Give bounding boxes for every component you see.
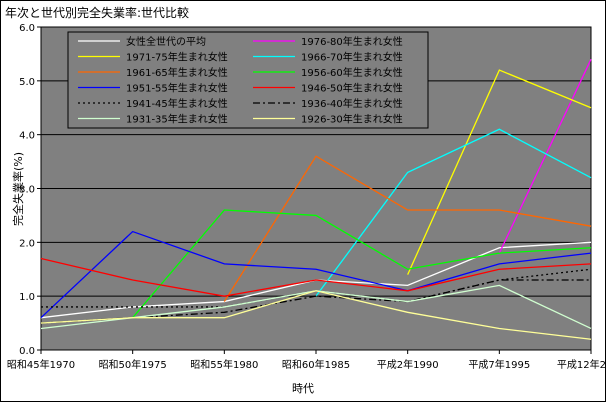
series-line bbox=[407, 69, 592, 275]
x-tick-label: 平成12年2000 bbox=[557, 358, 606, 371]
legend-label: 1976-80年生まれ女性 bbox=[301, 35, 403, 48]
x-axis-label: 時代 bbox=[292, 382, 314, 395]
series-line bbox=[223, 155, 592, 302]
legend-label: 1936-40年生まれ女性 bbox=[301, 97, 403, 110]
x-tick-label: 平成7年1995 bbox=[468, 358, 530, 371]
y-tick-label: 2.0 bbox=[19, 238, 35, 249]
legend-label: 女性全世代の平均 bbox=[126, 35, 206, 48]
legend-label: 1971-75年生まれ女性 bbox=[126, 51, 228, 64]
legend-label: 1941-45年生まれ女性 bbox=[126, 97, 228, 110]
y-tick-label: 0.0 bbox=[19, 346, 35, 357]
legend-label: 1926-30年生まれ女性 bbox=[301, 113, 403, 126]
x-tick-label: 昭和60年1985 bbox=[282, 358, 350, 371]
series-line bbox=[40, 290, 592, 340]
series-line bbox=[132, 209, 592, 319]
legend-label: 1946-50年生まれ女性 bbox=[301, 82, 403, 95]
y-tick-label: 1.0 bbox=[19, 292, 35, 303]
legend bbox=[67, 31, 429, 129]
x-tick-label: 平成2年1990 bbox=[377, 358, 439, 371]
series-line bbox=[315, 128, 592, 297]
series-line bbox=[498, 59, 592, 254]
legend-label: 1951-55年生まれ女性 bbox=[126, 82, 228, 95]
x-tick-label: 昭和50年1975 bbox=[99, 358, 167, 371]
legend-label: 1931-35年生まれ女性 bbox=[126, 113, 228, 126]
series-line bbox=[40, 230, 592, 319]
legend-label: 1961-65年生まれ女性 bbox=[126, 66, 228, 79]
chart-title: 年次と世代別完全失業率:世代比較 bbox=[5, 6, 190, 20]
x-tick-label: 昭和55年1980 bbox=[190, 358, 258, 371]
y-tick-label: 4.0 bbox=[19, 131, 35, 142]
legend-label: 1956-60年生まれ女性 bbox=[301, 66, 403, 79]
y-tick-label: 3.0 bbox=[19, 185, 35, 196]
legend-label: 1966-70年生まれ女性 bbox=[301, 51, 403, 64]
y-tick-label: 6.0 bbox=[19, 23, 35, 34]
y-tick-label: 5.0 bbox=[19, 77, 35, 88]
series-line bbox=[40, 257, 592, 297]
x-tick-label: 昭和45年1970 bbox=[7, 358, 75, 371]
